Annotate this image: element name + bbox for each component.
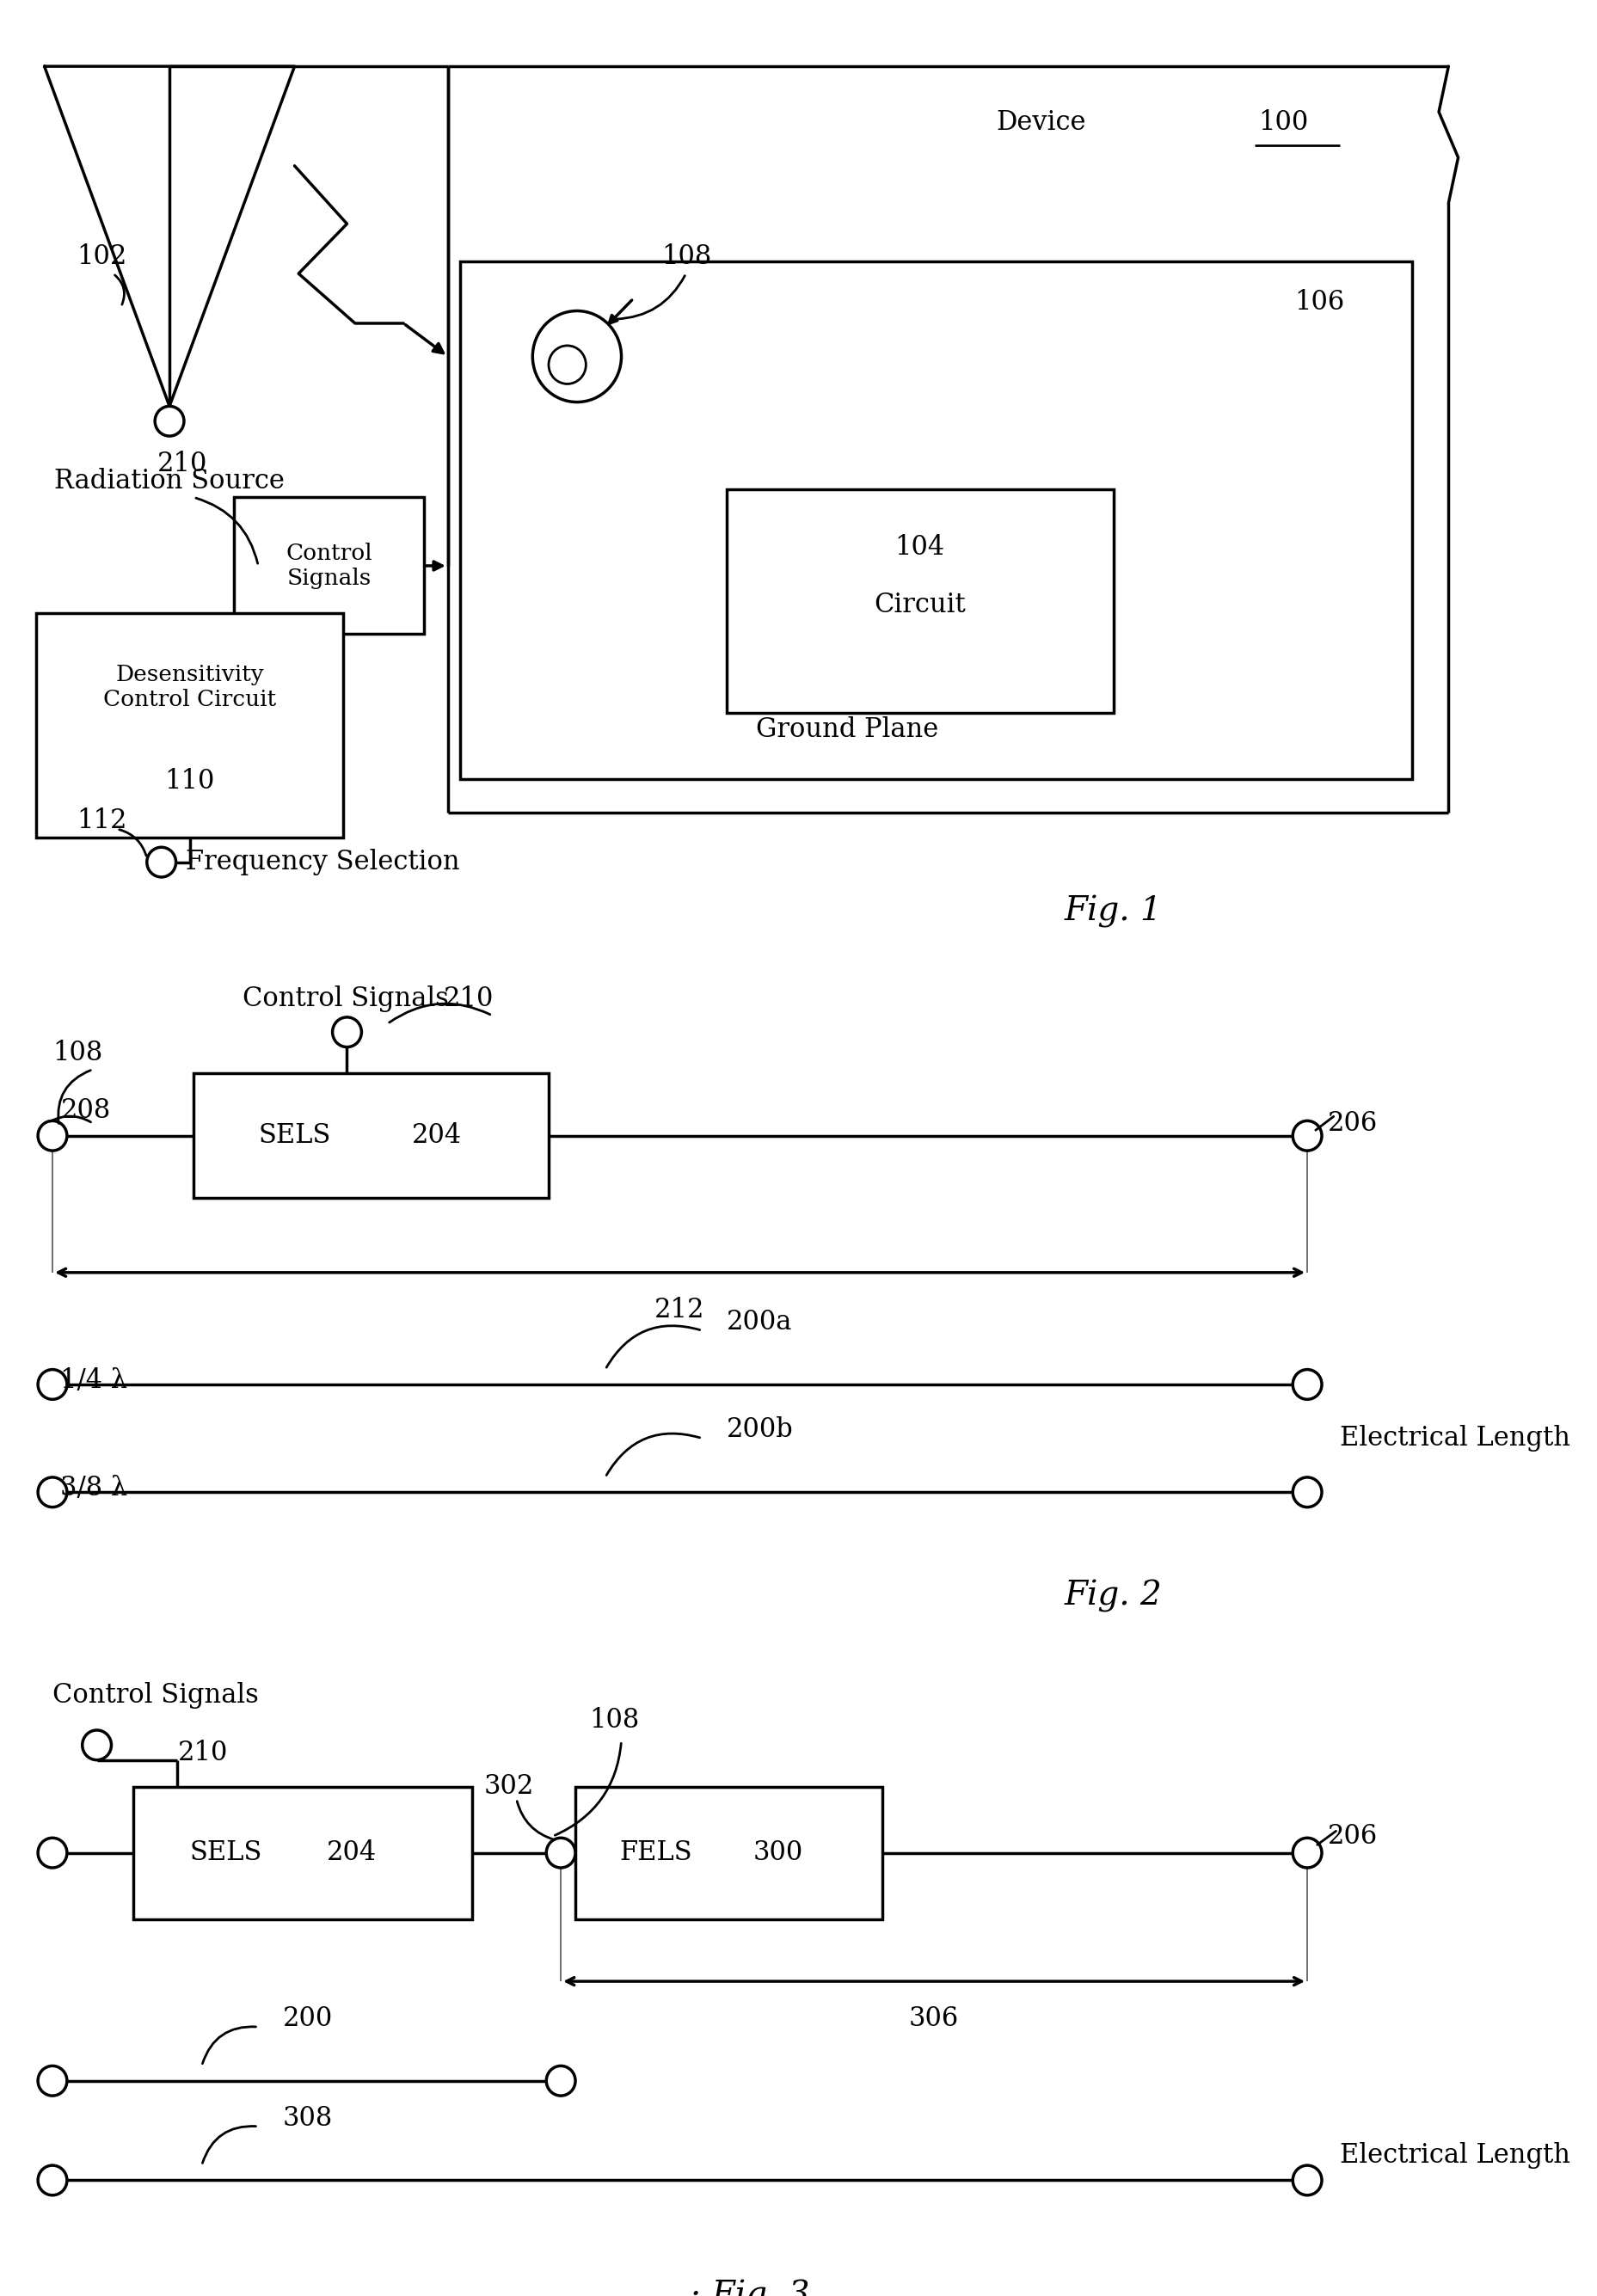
Text: 212: 212: [655, 1297, 704, 1322]
Text: 108: 108: [589, 1706, 639, 1733]
Text: 112: 112: [77, 808, 126, 833]
Text: Control Signals: Control Signals: [243, 985, 449, 1013]
Text: Electrical Length: Electrical Length: [1338, 2142, 1570, 2170]
Text: 302: 302: [484, 1773, 533, 1800]
Bar: [193, 1075, 548, 1199]
Text: 3/8 λ: 3/8 λ: [61, 1474, 128, 1502]
Text: 100: 100: [1257, 110, 1308, 135]
Text: 208: 208: [61, 1097, 110, 1125]
Text: 206: 206: [1327, 1823, 1377, 1851]
Text: · Fig. 3: · Fig. 3: [690, 2280, 810, 2296]
Text: 200a: 200a: [727, 1309, 792, 1336]
Bar: [727, 489, 1113, 714]
Text: 1/4 λ: 1/4 λ: [61, 1366, 128, 1394]
Text: 204: 204: [412, 1123, 462, 1148]
Bar: [575, 1786, 882, 1919]
Bar: [133, 1786, 471, 1919]
Text: FELS: FELS: [620, 1839, 692, 1867]
Text: SELS: SELS: [259, 1123, 331, 1148]
Text: 204: 204: [327, 1839, 377, 1867]
Text: 106: 106: [1294, 289, 1343, 317]
Text: Desensitivity
Control Circuit: Desensitivity Control Circuit: [104, 664, 276, 709]
Text: 210: 210: [444, 985, 493, 1013]
Text: Device: Device: [995, 110, 1086, 135]
Text: 306: 306: [909, 2004, 958, 2032]
Bar: [233, 498, 423, 634]
Text: Fig. 1: Fig. 1: [1064, 895, 1163, 928]
Text: 108: 108: [661, 243, 711, 271]
Text: Electrical Length: Electrical Length: [1338, 1426, 1570, 1451]
Text: 110: 110: [164, 767, 214, 794]
Text: SELS: SELS: [190, 1839, 262, 1867]
Text: 104: 104: [894, 533, 944, 560]
Text: Frequency Selection: Frequency Selection: [185, 850, 460, 875]
Bar: [37, 613, 343, 838]
Text: 102: 102: [77, 243, 126, 271]
Text: 206: 206: [1327, 1109, 1377, 1137]
Text: Control
Signals: Control Signals: [286, 542, 372, 590]
Text: 108: 108: [53, 1040, 102, 1065]
Text: Ground Plane: Ground Plane: [755, 716, 937, 744]
Bar: [460, 262, 1412, 778]
Text: 210: 210: [157, 450, 208, 478]
Text: Control Signals: Control Signals: [53, 1683, 259, 1708]
Text: 300: 300: [752, 1839, 803, 1867]
Text: 200: 200: [283, 2004, 332, 2032]
Text: Radiation Source: Radiation Source: [54, 468, 284, 494]
Text: Circuit: Circuit: [874, 592, 965, 618]
Text: 210: 210: [177, 1740, 228, 1766]
Text: Fig. 2: Fig. 2: [1064, 1580, 1163, 1612]
Text: 308: 308: [283, 2105, 332, 2131]
Text: 200b: 200b: [727, 1417, 792, 1444]
